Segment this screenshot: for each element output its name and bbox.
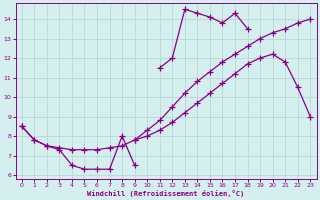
X-axis label: Windchill (Refroidissement éolien,°C): Windchill (Refroidissement éolien,°C) bbox=[87, 190, 245, 197]
